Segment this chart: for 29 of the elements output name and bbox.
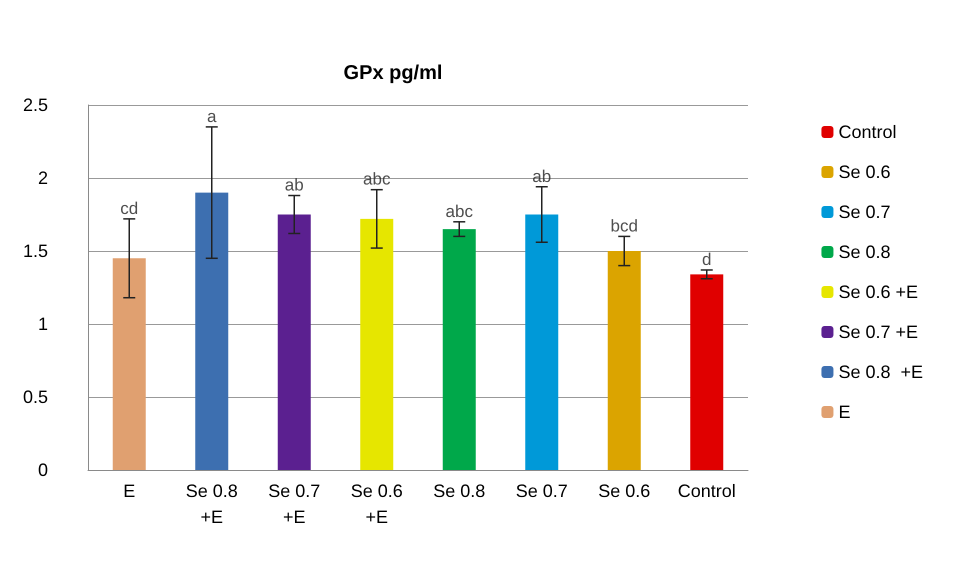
y-tick-label: 2.5	[22, 95, 48, 115]
legend-label: E	[838, 402, 850, 422]
annotation: d	[702, 250, 712, 269]
legend-label: Se 0.7 +E	[838, 322, 918, 342]
annotation: cd	[120, 198, 138, 218]
annotation: a	[207, 106, 218, 126]
y-tick-label: 1	[38, 314, 48, 334]
y-tick-label: 1.5	[22, 241, 48, 261]
x-tick-label: Se 0.6 +E	[350, 481, 403, 527]
y-tick-label: 0.5	[22, 387, 48, 407]
legend-label: Se 0.6	[838, 162, 890, 182]
x-tick-label: Se 0.7	[516, 481, 568, 501]
x-tick-label: Se 0.8 +E	[186, 481, 238, 527]
x-tick-label: Se 0.7 +E	[268, 481, 320, 527]
x-tick-label: Control	[678, 481, 736, 501]
legend-label: Se 0.7	[838, 202, 890, 222]
legend-label: Se 0.6 +E	[838, 282, 918, 302]
legend-label: Control	[838, 122, 896, 142]
x-tick-label: Se 0.6	[598, 481, 650, 501]
chart-title: GPx pg/ml	[344, 62, 442, 84]
y-tick-label: 2	[38, 168, 48, 188]
x-tick-label: E	[123, 481, 136, 501]
annotation: abc	[446, 202, 474, 221]
legend-label: Se 0.8	[838, 242, 890, 262]
x-tick-label: Se 0.8	[433, 481, 486, 501]
y-tick-label: 0	[38, 460, 48, 480]
annotation: ab	[284, 176, 304, 195]
annotation: bcd	[610, 216, 638, 236]
legend-label: Se 0.8 +E	[838, 362, 924, 382]
